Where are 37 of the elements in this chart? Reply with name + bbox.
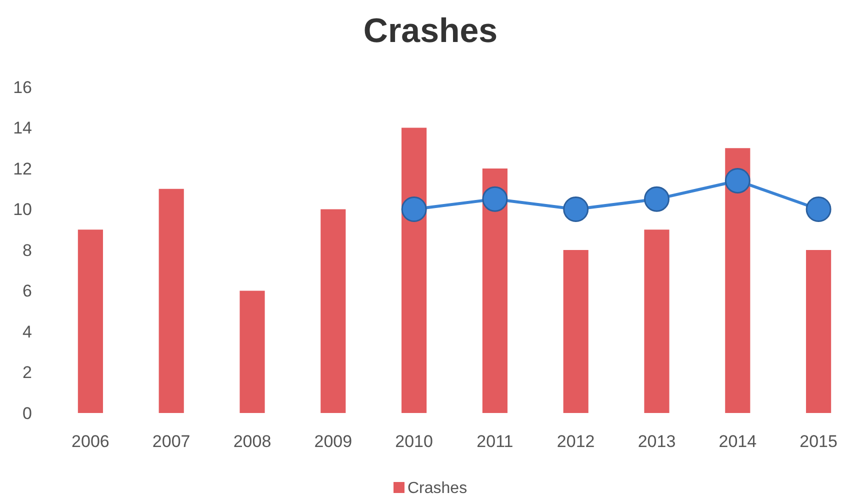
- bar: [240, 290, 265, 413]
- y-tick-label: 16: [13, 78, 32, 97]
- y-tick-label: 10: [13, 200, 32, 220]
- x-tick-label: 2008: [233, 432, 272, 451]
- legend-label: Crashes: [408, 480, 468, 497]
- bar: [806, 250, 832, 413]
- bar: [78, 230, 103, 413]
- y-tick-label: 14: [13, 118, 32, 138]
- point: [724, 168, 750, 194]
- y-tick-label: 8: [22, 240, 32, 260]
- y-tick-label: 6: [22, 282, 32, 301]
- x-tick-label: 2015: [800, 432, 838, 451]
- point: [401, 196, 427, 222]
- y-tick-label: 0: [22, 404, 32, 423]
- x-tick-label: 2013: [638, 432, 676, 451]
- bar: [644, 230, 670, 413]
- x-tick-label: 2007: [152, 432, 190, 451]
- bar: [402, 128, 427, 413]
- chart-title: Crashes: [363, 12, 498, 50]
- y-tick-label: 2: [22, 363, 32, 382]
- x-tick-label: 2014: [718, 432, 757, 451]
- bar: [482, 168, 508, 413]
- bar: [320, 209, 346, 413]
- bar: [563, 250, 588, 413]
- point: [563, 196, 589, 222]
- x-tick-label: 2011: [476, 432, 514, 451]
- y-tick-label: 4: [22, 322, 32, 342]
- point: [806, 196, 832, 222]
- bar: [158, 188, 184, 413]
- bar: [725, 148, 750, 413]
- point: [644, 186, 670, 212]
- point: [482, 186, 508, 212]
- x-tick-label: 2006: [72, 432, 110, 451]
- x-tick-label: 2009: [314, 432, 352, 451]
- y-tick-label: 12: [13, 159, 32, 178]
- x-tick-label: 2012: [556, 432, 595, 451]
- x-tick-label: 2010: [395, 432, 433, 451]
